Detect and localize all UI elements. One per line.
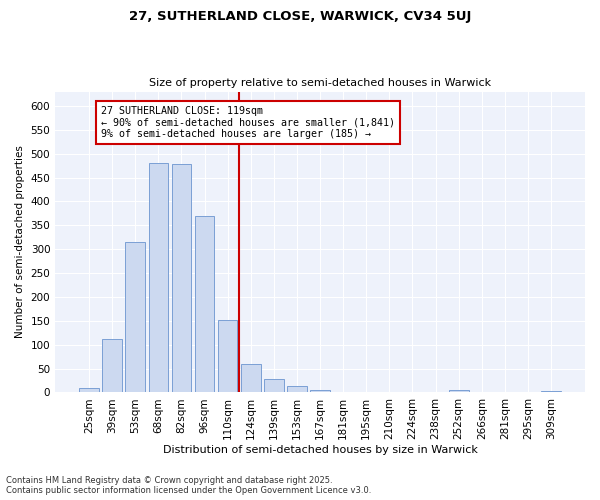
Bar <box>449 390 469 392</box>
Bar <box>241 364 260 392</box>
Y-axis label: Number of semi-detached properties: Number of semi-detached properties <box>15 146 25 338</box>
Bar <box>264 379 284 392</box>
Bar <box>310 390 330 392</box>
Bar <box>103 339 122 392</box>
Title: Size of property relative to semi-detached houses in Warwick: Size of property relative to semi-detach… <box>149 78 491 88</box>
Bar <box>287 386 307 392</box>
Bar <box>195 216 214 392</box>
Bar <box>541 390 561 392</box>
Bar <box>79 388 99 392</box>
Text: 27 SUTHERLAND CLOSE: 119sqm
← 90% of semi-detached houses are smaller (1,841)
9%: 27 SUTHERLAND CLOSE: 119sqm ← 90% of sem… <box>101 106 395 139</box>
X-axis label: Distribution of semi-detached houses by size in Warwick: Distribution of semi-detached houses by … <box>163 445 478 455</box>
Bar <box>149 163 168 392</box>
Bar <box>218 320 238 392</box>
Text: 27, SUTHERLAND CLOSE, WARWICK, CV34 5UJ: 27, SUTHERLAND CLOSE, WARWICK, CV34 5UJ <box>129 10 471 23</box>
Text: Contains HM Land Registry data © Crown copyright and database right 2025.
Contai: Contains HM Land Registry data © Crown c… <box>6 476 371 495</box>
Bar <box>125 242 145 392</box>
Bar <box>172 164 191 392</box>
